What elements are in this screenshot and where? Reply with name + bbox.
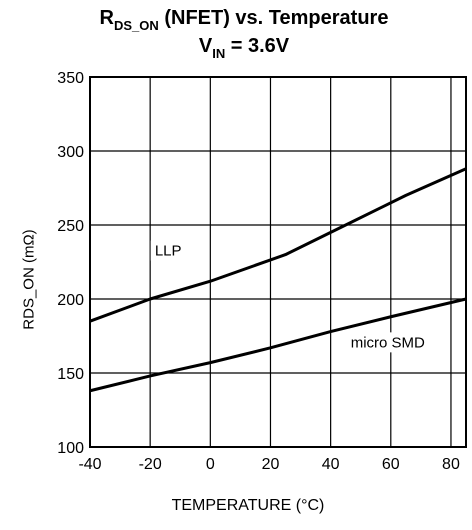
title-vin-rest: = 3.6V [225, 35, 290, 57]
annotation-label-llp: LLP [155, 243, 182, 260]
series-line-llp [89, 167, 467, 323]
tick-labels: -40 -20 0 20 40 60 80 100 150 200 250 300 350 [57, 70, 460, 473]
y-tick-label: 250 [57, 218, 84, 235]
y-tick-label: 300 [57, 144, 84, 161]
series-line-micro-smd [89, 297, 467, 393]
x-tick-label: 20 [262, 456, 280, 473]
x-tick-label: 0 [206, 456, 215, 473]
title-rds-rest: (NFET) vs. Temperature [158, 7, 389, 29]
x-tick-label: 60 [382, 456, 400, 473]
title-rds-main: R [99, 7, 114, 29]
plot-frame [89, 76, 467, 448]
x-tick-label: 40 [322, 456, 340, 473]
y-tick-label: 150 [57, 366, 84, 383]
title-vin-subscript: IN [212, 46, 226, 61]
x-tick-label: -20 [139, 456, 162, 473]
chart-title-line-2: VIN = 3.6V [8, 34, 472, 66]
x-axis-label: TEMPERATURE (°C) [171, 497, 325, 514]
y-tick-label: 100 [57, 440, 84, 457]
y-tick-label: 200 [57, 292, 84, 309]
x-tick-label: 80 [442, 456, 460, 473]
title-rds-subscript: DS_ON [113, 18, 159, 33]
x-tick-label: -40 [78, 456, 101, 473]
title-vin-main: V [198, 35, 213, 57]
annotation-label-micro-smd: micro SMD [351, 334, 425, 351]
y-axis-label: RDS_ON (mΩ) [20, 229, 38, 330]
annotation-background [150, 240, 186, 261]
grid-lines [89, 76, 467, 448]
series-lines [89, 167, 467, 393]
annotations: LLP micro SMD [150, 240, 433, 353]
y-tick-label: 350 [57, 70, 84, 87]
annotation-background [343, 332, 433, 353]
chart-title-line-1: RDS_ON (NFET) vs. Temperature [8, 6, 472, 38]
